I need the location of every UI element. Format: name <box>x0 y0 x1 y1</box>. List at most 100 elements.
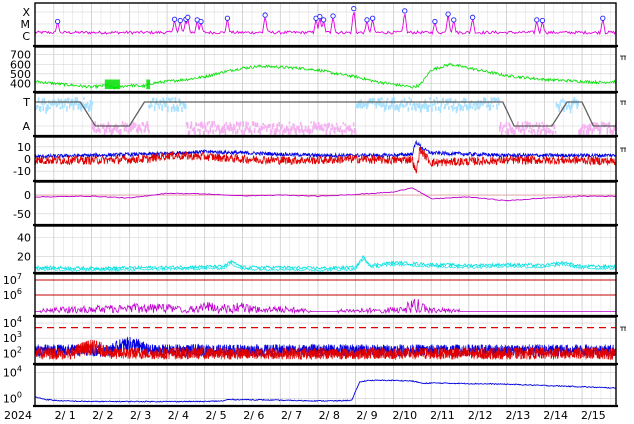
polarity-mark <box>378 99 380 106</box>
polarity-mark <box>430 102 432 107</box>
x-tick-label: 2/ 4 <box>168 409 189 422</box>
polarity-mark <box>345 127 347 133</box>
polarity-mark <box>435 97 438 100</box>
flare-marker <box>262 12 268 18</box>
polarity-mark <box>568 105 571 110</box>
polarity-mark <box>450 98 452 104</box>
polarity-mark <box>59 106 62 110</box>
imf-bt-line <box>34 139 617 160</box>
polarity-mark <box>304 126 307 130</box>
polarity-mark <box>443 106 445 110</box>
polarity-mark <box>157 103 160 107</box>
polarity-mark <box>338 128 341 133</box>
polarity-mark <box>487 100 490 107</box>
polarity-mark <box>88 104 91 111</box>
polarity-mark <box>91 101 94 105</box>
polarity-mark <box>293 124 296 131</box>
polarity-mark <box>127 130 130 134</box>
polarity-mark <box>524 121 527 125</box>
polarity-mark <box>402 104 405 108</box>
flare-marker <box>317 14 323 20</box>
polarity-mark <box>599 128 601 135</box>
polarity-mark <box>232 128 234 134</box>
polarity-mark <box>548 128 550 132</box>
polarity-mark <box>319 125 322 130</box>
neutron-line <box>35 298 616 315</box>
polarity-mark <box>211 121 213 128</box>
polarity-mark <box>167 97 170 101</box>
flare-marker <box>370 15 376 21</box>
polarity-mark <box>130 124 132 132</box>
polarity-mark <box>276 123 279 131</box>
polarity-mark <box>476 103 479 110</box>
polarity-mark <box>523 128 526 136</box>
polarity-mark <box>264 124 266 127</box>
polarity-mark <box>100 123 102 126</box>
polarity-mark <box>531 128 533 135</box>
polarity-mark <box>242 121 245 127</box>
polarity-mark <box>503 124 506 128</box>
dst-line <box>34 187 617 202</box>
polarity-mark <box>410 98 412 103</box>
polarity-mark <box>85 103 88 109</box>
polarity-mark <box>286 126 289 132</box>
polarity-mark <box>574 99 577 103</box>
polarity-mark <box>412 103 414 106</box>
x-tick-label: 2/ 3 <box>130 409 151 422</box>
polarity-mark <box>189 125 192 130</box>
x-tick-label: 2/ 1 <box>55 409 76 422</box>
polarity-mark <box>377 98 379 102</box>
polarity-mark <box>221 126 224 134</box>
polarity-mark <box>592 122 595 127</box>
polarity-mark <box>82 101 84 108</box>
polarity-mark <box>305 129 308 133</box>
polarity-mark <box>142 122 145 127</box>
polarity-mark <box>415 106 417 112</box>
polarity-mark <box>389 105 392 110</box>
polarity-mark <box>234 130 237 135</box>
polarity-mark <box>403 97 406 102</box>
polarity-mark <box>236 128 239 134</box>
polarity-mark <box>350 128 352 131</box>
polarity-mark <box>170 106 173 113</box>
polarity-mark <box>347 127 349 130</box>
polarity-mark <box>73 100 76 106</box>
polarity-mark <box>110 130 113 138</box>
polarity-mark <box>233 123 235 131</box>
polarity-mark <box>376 102 379 105</box>
polarity-mark <box>111 129 113 135</box>
polarity-mark <box>249 126 251 134</box>
polarity-mark <box>144 125 147 132</box>
polarity-mark <box>183 101 185 108</box>
polarity-mark <box>533 130 536 137</box>
side-glyph <box>620 147 626 152</box>
tick-label: 10 <box>17 141 31 154</box>
polarity-mark <box>252 121 255 126</box>
polarity-mark <box>277 129 279 132</box>
x-tick-label: 2/ 2 <box>92 409 113 422</box>
polarity-mark <box>495 97 497 102</box>
polarity-mark <box>77 103 80 110</box>
polarity-mark <box>424 99 427 104</box>
polarity-mark <box>171 97 174 101</box>
polarity-mark <box>196 123 198 127</box>
tick-label: 400 <box>10 77 31 90</box>
polarity-mark <box>125 127 128 132</box>
flare-marker <box>364 17 370 23</box>
polarity-mark <box>145 124 147 127</box>
polarity-mark <box>322 127 325 132</box>
polarity-mark <box>582 129 585 137</box>
polarity-mark <box>297 126 299 131</box>
polarity-mark <box>474 106 477 112</box>
polarity-mark <box>43 97 46 105</box>
polarity-mark <box>231 127 233 130</box>
flare-marker <box>600 15 606 21</box>
polarity-mark <box>256 122 259 128</box>
polarity-mark <box>184 103 186 109</box>
polarity-mark <box>573 97 576 104</box>
polarity-mark <box>151 104 153 108</box>
polarity-mark <box>556 103 559 107</box>
polarity-mark <box>422 103 425 107</box>
flare-marker <box>445 11 451 17</box>
polarity-mark <box>516 124 518 130</box>
